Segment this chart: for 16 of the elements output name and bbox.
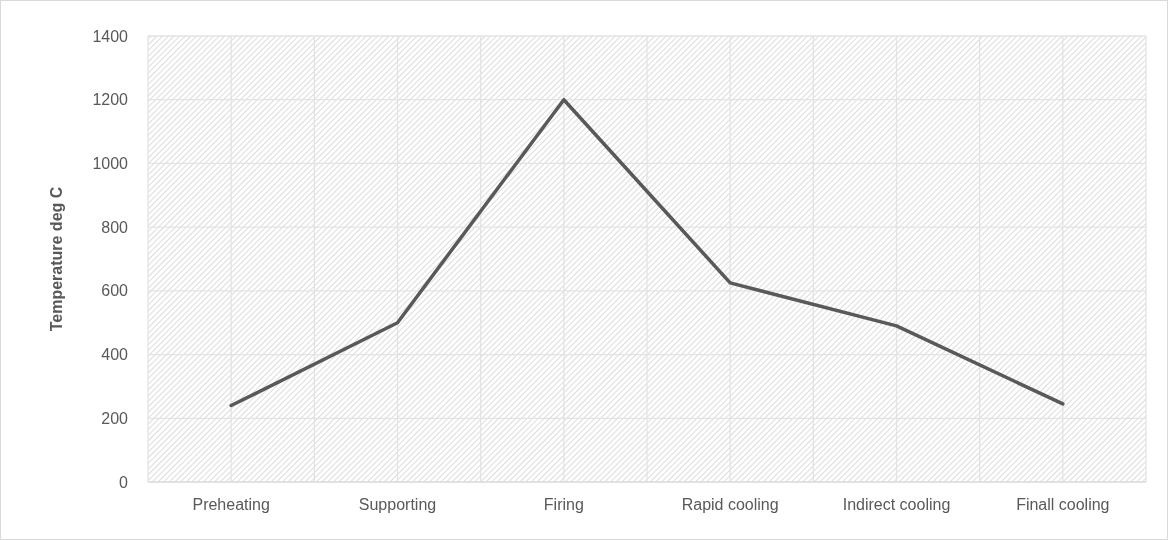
x-tick-label: Firing (543, 496, 584, 513)
y-tick-label: 600 (101, 282, 129, 300)
x-tick-label: Preheating (192, 496, 270, 513)
y-tick-label: 800 (101, 218, 129, 236)
x-tick-label: Indirect cooling (842, 496, 951, 513)
y-tick-label: 0 (119, 473, 129, 491)
x-tick-label: Finall cooling (1016, 496, 1110, 513)
x-tick-label: Rapid cooling (681, 496, 779, 513)
y-tick-label: 200 (101, 409, 129, 427)
line-series (229, 97, 1065, 408)
y-axis-title: Temperature deg C (48, 186, 65, 332)
y-tick-label: 400 (101, 346, 129, 364)
x-tick-label: Supporting (358, 496, 437, 513)
y-tick-label: 1000 (92, 155, 129, 173)
y-tick-label: 1400 (92, 27, 129, 45)
y-tick-label: 1200 (92, 91, 129, 109)
